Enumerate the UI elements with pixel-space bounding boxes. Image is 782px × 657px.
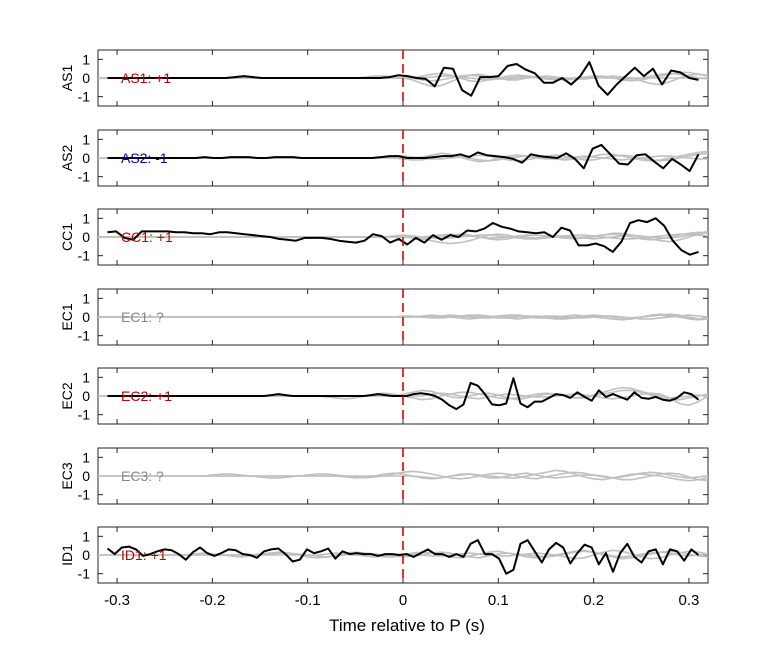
y-tick-label: 1	[82, 51, 90, 67]
x-axis: -0.3 -0.2 -0.1 0 0.1 0.2 0.3	[104, 592, 699, 609]
y-tick-label: 1	[82, 449, 90, 465]
y-tick-label: 1	[82, 290, 90, 306]
panel-ylabel: EC2	[59, 382, 75, 409]
y-tick-label: -1	[78, 89, 91, 105]
x-axis-label: Time relative to P (s)	[329, 616, 485, 635]
y-tick-label: 1	[82, 528, 90, 544]
y-tick-label: 0	[82, 547, 90, 563]
x-tick-label: 0	[399, 592, 407, 609]
black-trace	[107, 61, 699, 97]
y-tick-label: -1	[78, 407, 91, 423]
black-trace	[106, 539, 700, 575]
panel-ylabel: AS1	[59, 65, 75, 92]
y-tick-label: 1	[82, 210, 90, 226]
y-tick-label: 0	[82, 388, 90, 404]
panel-ylabel: ID1	[59, 544, 75, 566]
y-tick-label: 1	[82, 369, 90, 385]
y-tick-label: 0	[82, 70, 90, 86]
x-tick-label: -0.3	[104, 592, 130, 609]
y-tick-label: 0	[82, 309, 90, 325]
y-tick-label: 0	[82, 150, 90, 166]
y-tick-label: -1	[78, 248, 91, 264]
panel-annotation: EC3: ?	[121, 468, 164, 484]
panel-ylabel: AS2	[59, 145, 75, 172]
panel-annotation: EC1: ?	[121, 309, 164, 325]
y-tick-label: -1	[78, 487, 91, 503]
x-tick-label: 0.2	[583, 592, 604, 609]
y-tick-label: 0	[82, 229, 90, 245]
x-tick-label: -0.2	[199, 592, 225, 609]
panel-annotation: AS2: -1	[121, 150, 168, 166]
y-tick-label: -1	[78, 169, 91, 185]
y-tick-label: -1	[78, 566, 91, 582]
x-tick-label: 0.1	[488, 592, 509, 609]
black-trace	[107, 143, 700, 173]
y-tick-label: -1	[78, 328, 91, 344]
y-tick-label: 0	[82, 468, 90, 484]
panel-annotation: CC1: +1	[121, 229, 173, 245]
x-tick-label: 0.3	[679, 592, 700, 609]
panel-annotation: ID1: +1	[121, 547, 167, 563]
y-tick-label: 1	[82, 131, 90, 147]
panel-annotation: AS1: +1	[121, 70, 171, 86]
panel-ylabel: EC3	[59, 462, 75, 489]
panel-ylabel: EC1	[59, 303, 75, 330]
x-tick-label: -0.1	[295, 592, 321, 609]
panel-ylabel: CC1	[59, 223, 75, 251]
panel-annotation: EC2: +1	[121, 388, 172, 404]
